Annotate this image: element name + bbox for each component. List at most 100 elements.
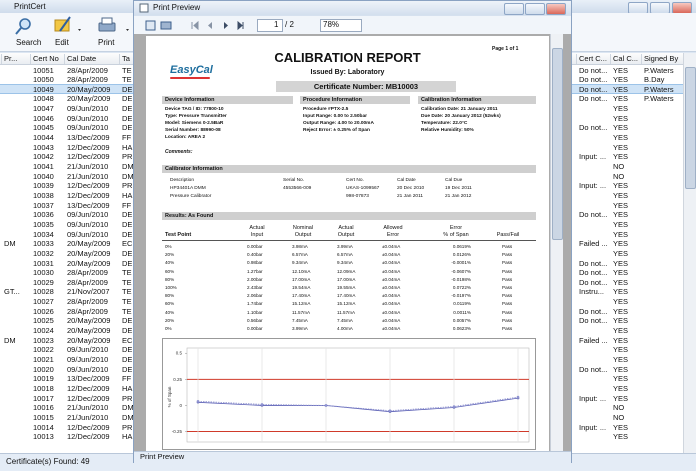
previous-page-button[interactable] bbox=[208, 22, 212, 29]
page-input[interactable] bbox=[257, 19, 283, 32]
y-tick-label: 0 bbox=[179, 403, 182, 408]
table-cell: 20/May/2009 bbox=[67, 258, 111, 268]
print-button[interactable] bbox=[145, 20, 156, 31]
preview-scrollbar[interactable] bbox=[550, 34, 563, 451]
table-cell: 10050 bbox=[33, 75, 54, 85]
table-cell: 12/Dec/2009 bbox=[67, 393, 110, 403]
section-line: Calibration Date: 21 January 2011 bbox=[421, 107, 498, 112]
table-cell: 09/Jun/2010 bbox=[67, 355, 109, 364]
section-heading: Procedure Information bbox=[303, 96, 362, 103]
close-button[interactable] bbox=[546, 3, 566, 15]
results-cell: Pass bbox=[502, 244, 513, 249]
table-cell: YES bbox=[613, 75, 629, 85]
error-point bbox=[388, 409, 392, 412]
table-cell: Do not... bbox=[579, 65, 608, 75]
toolbar-label: Search bbox=[16, 38, 42, 47]
table-cell: 10027 bbox=[33, 297, 54, 307]
results-cell: 20% bbox=[165, 317, 175, 323]
section-bar bbox=[162, 165, 536, 173]
results-cell: 17.00mA bbox=[292, 276, 311, 282]
table-cell: DM bbox=[122, 162, 134, 171]
table-cell: Do not... bbox=[579, 94, 608, 104]
table-cell: 21/Jun/2010 bbox=[67, 171, 109, 181]
error-line bbox=[197, 396, 519, 412]
table-cell: 10049 bbox=[33, 84, 54, 94]
table-cell: Do not... bbox=[579, 277, 608, 287]
table-cell: YES bbox=[613, 84, 629, 94]
table-cell: DE bbox=[122, 104, 133, 114]
table-cell: YES bbox=[613, 210, 629, 220]
results-cell: 0.56bar bbox=[247, 317, 263, 323]
scrollbar[interactable] bbox=[683, 53, 696, 453]
next-page-button[interactable] bbox=[224, 22, 228, 29]
table-cell: DE bbox=[122, 94, 133, 104]
table-cell: 21/Jun/2010 bbox=[67, 403, 109, 413]
first-page-button[interactable] bbox=[191, 20, 199, 31]
table-cell: DM bbox=[4, 335, 16, 345]
table-cell: 20/May/2009 bbox=[67, 326, 111, 336]
printer-button[interactable] bbox=[160, 21, 172, 30]
calibrator-cell: 20 Dec 2010 bbox=[397, 186, 425, 191]
table-cell: 10029 bbox=[33, 277, 54, 287]
table-cell: YES bbox=[613, 432, 629, 442]
table-cell: YES bbox=[613, 123, 629, 133]
results-cell: 7.45mA bbox=[337, 317, 353, 323]
table-cell: Instru... bbox=[579, 287, 605, 297]
column-divider bbox=[576, 54, 577, 64]
results-cell: 1.27bar bbox=[247, 268, 263, 274]
zoom-select[interactable] bbox=[320, 19, 362, 32]
calibrator-cell: 21 Jan 2011 bbox=[397, 194, 424, 199]
table-cell: 09/Jun/2010 bbox=[67, 229, 109, 239]
table-cell: Input: ... bbox=[579, 181, 607, 191]
results-cell: 0.0119% bbox=[453, 301, 471, 307]
table-cell: 10031 bbox=[33, 258, 54, 268]
table-cell: PR bbox=[122, 152, 133, 162]
table-cell: 10024 bbox=[33, 326, 54, 336]
table-cell: DE bbox=[122, 210, 133, 220]
section-line: Procedure #PTX-2.5 bbox=[303, 107, 349, 112]
last-page-button[interactable] bbox=[237, 20, 244, 31]
error-point bbox=[260, 403, 264, 406]
error-point bbox=[452, 405, 456, 408]
minimize-button[interactable] bbox=[504, 3, 524, 15]
results-cell: 3.99mA bbox=[337, 244, 353, 249]
section-line: Input Range: 0.00 to 2.50bar bbox=[303, 114, 367, 119]
table-cell: YES bbox=[613, 181, 629, 191]
table-cell: DM bbox=[122, 171, 134, 181]
edit-icon[interactable] bbox=[54, 19, 70, 32]
comments-label: Comments: bbox=[165, 149, 193, 155]
table-cell: DE bbox=[122, 364, 133, 374]
table-cell: DE bbox=[122, 123, 133, 133]
results-cell: 60% bbox=[165, 301, 175, 307]
results-column: Input bbox=[250, 232, 264, 238]
y-tick-label: 0.25 bbox=[173, 377, 182, 382]
table-cell: Do not... bbox=[579, 75, 608, 85]
table-cell: 10051 bbox=[33, 65, 54, 75]
section-line: Output Range: 4.00 to 20.00mA bbox=[303, 121, 374, 126]
print-dropdown[interactable] bbox=[126, 29, 129, 31]
table-cell: 10043 bbox=[33, 142, 54, 152]
scrollbar-thumb[interactable] bbox=[685, 67, 696, 189]
maximize-button[interactable] bbox=[525, 3, 545, 15]
table-cell: 10015 bbox=[33, 412, 54, 422]
search-icon[interactable] bbox=[19, 18, 31, 30]
table-cell: FF bbox=[122, 200, 132, 210]
preview-toolbar-icons bbox=[145, 20, 244, 31]
column-header: Cal C... bbox=[613, 54, 639, 63]
table-cell: YES bbox=[613, 239, 629, 249]
edit-dropdown[interactable] bbox=[78, 29, 81, 31]
table-cell: HA bbox=[122, 190, 133, 200]
page-number: 1 bbox=[274, 20, 279, 29]
results-column: Error bbox=[449, 225, 463, 231]
table-cell: 10040 bbox=[33, 171, 54, 181]
results-cell: Pass bbox=[502, 309, 513, 315]
calibrator-column: Cal Due bbox=[445, 178, 463, 183]
table-cell: YES bbox=[613, 393, 629, 403]
results-cell: 2.06bar bbox=[247, 293, 263, 299]
table-cell: 21/Nov/2007 bbox=[67, 287, 110, 297]
scrollbar-thumb[interactable] bbox=[552, 48, 563, 240]
table-cell: DE bbox=[122, 248, 133, 258]
table-cell: 10028 bbox=[33, 287, 54, 297]
y-axis-label: % of Span bbox=[167, 386, 172, 407]
results-cell: ±0.04mA bbox=[382, 301, 401, 307]
